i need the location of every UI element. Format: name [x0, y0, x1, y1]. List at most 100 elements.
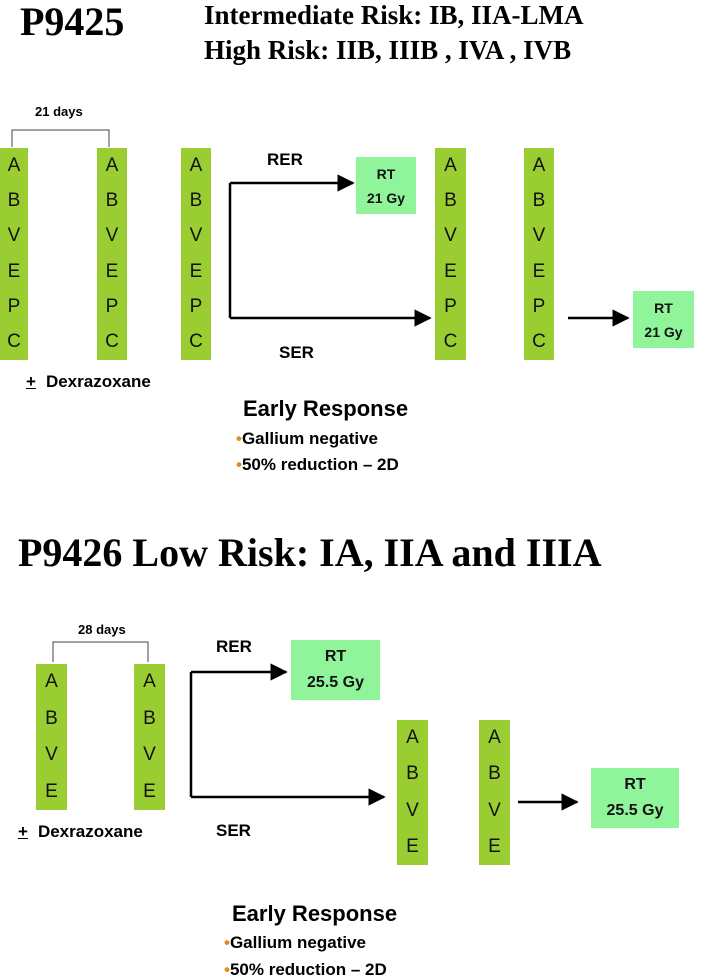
- regimen-letter: B: [444, 189, 457, 211]
- early-response-title: Early Response: [243, 396, 409, 421]
- criterion-text: Gallium negative: [229, 933, 366, 952]
- regimen-letter: V: [189, 225, 203, 247]
- regimen-letter: B: [45, 707, 58, 729]
- response-criterion: •Gallium negative: [224, 933, 366, 953]
- cycle-bracket: [52, 641, 149, 662]
- regimen-letter: A: [105, 154, 119, 176]
- dexrazoxane-note: + Dexrazoxane: [18, 822, 143, 842]
- criterion-text: 50% reduction – 2D: [229, 960, 387, 979]
- dexrazoxane-text: Dexrazoxane: [37, 822, 143, 841]
- regimen-letter: A: [143, 671, 156, 693]
- rer-label: RER: [267, 150, 303, 169]
- ser-label: SER: [216, 821, 251, 840]
- regimen-letter: B: [7, 189, 21, 211]
- rt-block-ser: RT 21 Gy: [633, 291, 694, 348]
- regimen-letter: V: [105, 225, 119, 247]
- regimen-letter: A: [444, 154, 457, 176]
- abvepc-cycle-5: A B V E P C: [524, 148, 554, 360]
- regimen-letter: A: [488, 727, 501, 749]
- regimen-letter: C: [532, 331, 546, 353]
- regimen-letter: A: [189, 154, 203, 176]
- regimen-letter: V: [143, 744, 156, 766]
- regimen-letter: C: [443, 331, 458, 353]
- abvepc-cycle-1: A B V E P C: [0, 148, 28, 360]
- rer-label: RER: [216, 637, 252, 656]
- risk-line-intermediate: Intermediate Risk: IB, IIA-LMA: [204, 0, 584, 30]
- dexrazoxane-note: + Dexrazoxane: [26, 372, 151, 392]
- regimen-letter: E: [406, 835, 419, 857]
- bullet-icon: •: [224, 933, 230, 952]
- rt-label: RT: [376, 165, 396, 182]
- rt-block-rer: RT 25.5 Gy: [291, 640, 380, 700]
- rt-dose: 25.5 Gy: [307, 674, 364, 691]
- criterion-text: 50% reduction – 2D: [241, 455, 399, 474]
- regimen-letter: B: [532, 189, 546, 211]
- regimen-letter: V: [7, 225, 21, 247]
- risk-line-high: High Risk: IIB, IIIB , IVA , IVB: [204, 35, 572, 65]
- regimen-letter: V: [406, 799, 419, 821]
- early-response-title: Early Response: [232, 901, 398, 926]
- rt-dose: 25.5 Gy: [606, 802, 664, 819]
- regimen-letter: V: [532, 225, 546, 247]
- regimen-letter: C: [105, 331, 119, 353]
- abvepc-cycle-4: A B V E P C: [435, 148, 466, 360]
- regimen-letter: V: [488, 799, 501, 821]
- regimen-letter: A: [7, 154, 21, 176]
- regimen-letter: B: [488, 763, 501, 785]
- regimen-letter: A: [532, 154, 546, 176]
- regimen-letter: A: [45, 671, 58, 693]
- abve-cycle-3: A B V E: [397, 720, 428, 865]
- dexrazoxane-text: Dexrazoxane: [45, 372, 151, 391]
- rt-dose: 21 Gy: [644, 323, 683, 340]
- cycle-interval-label: 21 days: [35, 104, 83, 119]
- abve-cycle-1: A B V E: [36, 664, 67, 810]
- bullet-icon: •: [236, 455, 242, 474]
- regimen-letter: E: [532, 260, 546, 282]
- regimen-letter: B: [189, 189, 203, 211]
- abve-cycle-4: A B V E: [479, 720, 510, 865]
- bullet-icon: •: [224, 960, 230, 979]
- regimen-letter: P: [532, 295, 546, 317]
- regimen-letter: P: [444, 295, 457, 317]
- response-criterion: •50% reduction – 2D: [224, 960, 387, 980]
- regimen-letter: P: [105, 295, 119, 317]
- rt-dose: 21 Gy: [366, 189, 406, 206]
- plus-minus-sign: +: [26, 372, 36, 391]
- regimen-letter: P: [189, 295, 203, 317]
- regimen-letter: E: [105, 260, 119, 282]
- regimen-letter: A: [406, 727, 419, 749]
- rt-label: RT: [324, 648, 347, 665]
- regimen-letter: V: [45, 744, 58, 766]
- regimen-letter: E: [444, 260, 457, 282]
- regimen-letter: E: [7, 260, 21, 282]
- trial-id-p9425: P9425: [20, 0, 125, 44]
- abve-cycle-2: A B V E: [134, 664, 165, 810]
- regimen-letter: B: [105, 189, 119, 211]
- ser-label: SER: [279, 343, 314, 362]
- cycle-bracket: [11, 129, 110, 147]
- rt-block-rer: RT 21 Gy: [356, 157, 416, 214]
- rt-label: RT: [624, 776, 646, 793]
- cycle-interval-label: 28 days: [78, 622, 126, 637]
- regimen-letter: E: [189, 260, 203, 282]
- abvepc-cycle-2: A B V E P C: [97, 148, 127, 360]
- regimen-letter: B: [143, 707, 156, 729]
- regimen-letter: E: [143, 780, 156, 802]
- regimen-letter: E: [488, 835, 501, 857]
- response-criterion: •50% reduction – 2D: [236, 455, 399, 475]
- trial-title-p9426: P9426 Low Risk: IA, IIA and IIIA: [18, 530, 602, 575]
- rt-label: RT: [654, 299, 673, 316]
- criterion-text: Gallium negative: [241, 429, 378, 448]
- regimen-letter: E: [45, 780, 58, 802]
- regimen-letter: B: [406, 763, 419, 785]
- abvepc-cycle-3: A B V E P C: [181, 148, 211, 360]
- regimen-letter: C: [189, 331, 203, 353]
- regimen-letter: V: [444, 225, 457, 247]
- rt-block-ser: RT 25.5 Gy: [591, 768, 679, 828]
- response-criterion: •Gallium negative: [236, 429, 378, 449]
- bullet-icon: •: [236, 429, 242, 448]
- plus-minus-sign: +: [18, 822, 28, 841]
- regimen-letter: P: [7, 295, 21, 317]
- regimen-letter: C: [7, 331, 21, 353]
